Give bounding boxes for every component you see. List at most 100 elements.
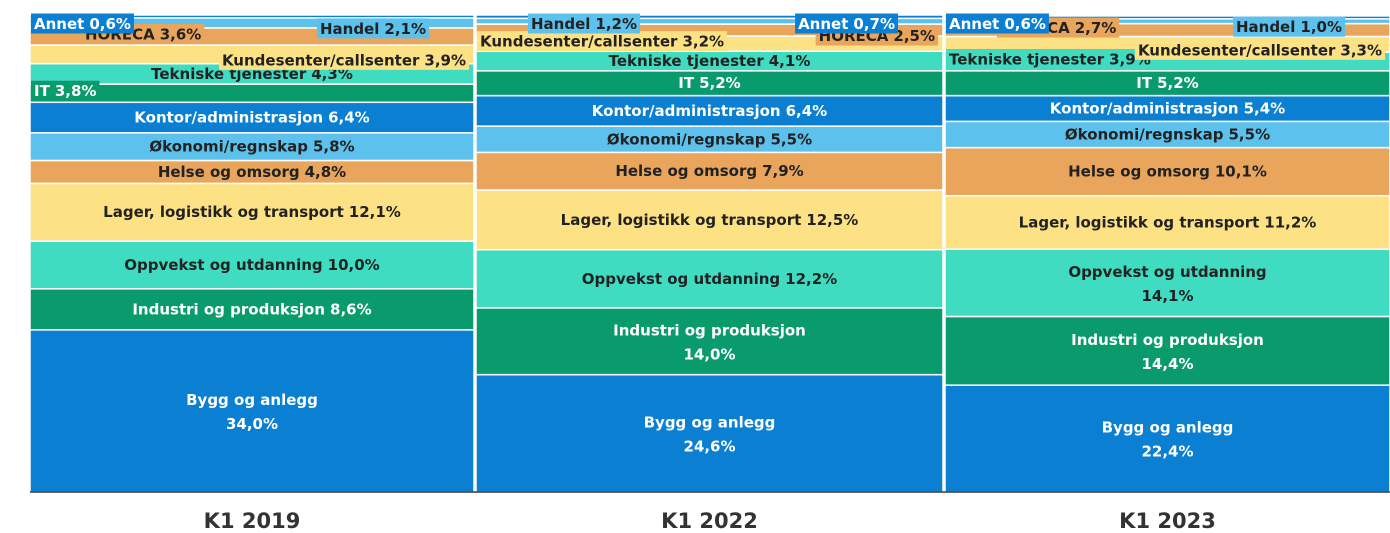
bar-segment: [475, 189, 944, 251]
segment-value: 7,9%: [762, 162, 804, 180]
segment-label: Tekniske tjenester 4,1%: [609, 52, 811, 70]
segment-value: 12,2%: [785, 269, 837, 287]
segment-name: Tekniske tjenester: [609, 52, 765, 70]
segment-name: Helse og omsorg: [615, 162, 757, 180]
label-background: [1232, 16, 1345, 37]
segment-label: Kundesenter/callsenter 3,2%: [480, 32, 724, 50]
segment-name: Handel: [320, 19, 379, 37]
segment-name: Oppvekst og utdanning: [124, 255, 322, 273]
segment-label: Oppvekst og utdanning 10,0%: [124, 255, 379, 273]
label-background: [477, 31, 728, 52]
segment-label: Kontor/administrasjon 6,4%: [134, 108, 369, 126]
segment-name: Lager, logistikk og transport: [561, 210, 802, 228]
segment-value: 5,5%: [1229, 125, 1271, 143]
segment-name: Kontor/administrasjon: [134, 108, 323, 126]
segment-value: 3,2%: [682, 32, 724, 50]
segment-value: 10,1%: [1215, 162, 1267, 180]
bar-segment: [29, 329, 475, 493]
segment-label: Annet 0,6%: [949, 15, 1046, 33]
segment-value: 6,4%: [786, 101, 828, 119]
segment-name: Industri og produksjon: [1071, 330, 1264, 348]
x-tick-label: K1 2019: [204, 509, 301, 533]
segment-value: 1,2%: [595, 15, 637, 33]
segment-name: Annet: [949, 15, 999, 33]
segment-value: 5,4%: [1244, 99, 1286, 117]
x-tick-label: K1 2022: [661, 509, 758, 533]
segment-value: 4,8%: [305, 162, 347, 180]
segment-value: 3,8%: [55, 82, 97, 100]
bar-segment: [944, 94, 1390, 123]
segment-value: 0,6%: [1004, 15, 1046, 33]
segment-value: 5,8%: [313, 137, 355, 155]
segment-name: Annet: [798, 15, 848, 33]
label-background: [31, 80, 100, 101]
segment-label: Bygg og anlegg 34,0%: [186, 390, 318, 432]
segment-value: 8,6%: [330, 300, 372, 318]
label-background: [31, 13, 134, 34]
segment-value: 3,9%: [424, 51, 466, 69]
segment-value: 34,0%: [226, 414, 278, 432]
label-background: [316, 18, 429, 39]
segment-value: 2,7%: [1075, 19, 1117, 37]
segment-name: Handel: [1236, 18, 1295, 36]
segment-label: Bygg og anlegg 22,4%: [1102, 418, 1234, 460]
segment-label: IT 5,2%: [1136, 74, 1198, 92]
bar-segment: [475, 125, 944, 154]
bar-segment: [475, 14, 944, 20]
bar-segment: [944, 248, 1390, 318]
segment-value: 4,1%: [769, 52, 811, 70]
segment-name: Kundesenter/callsenter: [1138, 41, 1336, 59]
segment-name: Kundesenter/callsenter: [222, 51, 420, 69]
segment-value: 5,2%: [1157, 74, 1199, 92]
segment-name: Bygg og anlegg: [186, 390, 318, 408]
segment-value: 6,4%: [328, 108, 370, 126]
segment-name: Industri og produksjon: [132, 300, 325, 318]
segment-value: 14,4%: [1141, 354, 1193, 372]
bar-segment: [29, 182, 475, 242]
bar-segment: [475, 373, 944, 493]
segment-label: Lager, logistikk og transport 11,2%: [1019, 213, 1317, 231]
segment-name: Helse og omsorg: [158, 162, 300, 180]
segment-label: Kontor/administrasjon 5,4%: [1050, 99, 1285, 117]
label-background: [795, 13, 898, 34]
bar-segment: [29, 101, 475, 134]
segment-value: 14,1%: [1141, 286, 1193, 304]
segment-label: Handel 2,1%: [320, 19, 426, 37]
segment-label: Industri og produksjon 14,0%: [613, 321, 806, 363]
segment-label: Handel 1,2%: [531, 15, 637, 33]
labels: Bygg og anlegg 34,0% Industri og produksjo…: [31, 13, 1385, 460]
bar-segment: [475, 307, 944, 376]
segment-label: Annet 0,6%: [34, 15, 131, 33]
segment-label: Økonomi/regnskap 5,8%: [149, 137, 354, 155]
segment-value: 3,3%: [1340, 41, 1382, 59]
segment-name: Økonomi/regnskap: [607, 130, 766, 148]
segment-label: Handel 1,0%: [1236, 18, 1342, 36]
label-background: [1134, 39, 1385, 60]
bar-segment: [944, 195, 1390, 250]
bar-segment: [475, 151, 944, 191]
segment-name: IT: [34, 82, 51, 100]
segment-name: Tekniske tjenester: [949, 50, 1105, 68]
segment-name: Kontor/administrasjon: [1050, 99, 1239, 117]
segment-value: 22,4%: [1141, 442, 1193, 460]
segment-value: 14,0%: [683, 345, 735, 363]
segment-label: Oppvekst og utdanning 14,1%: [1068, 262, 1266, 304]
segment-name: Oppvekst og utdanning: [582, 269, 780, 287]
segment-label: Økonomi/regnskap 5,5%: [1065, 125, 1270, 143]
segment-label: Lager, logistikk og transport 12,5%: [561, 210, 859, 228]
segment-label: Helse og omsorg 4,8%: [158, 162, 346, 180]
bar-segment: [475, 94, 944, 127]
segment-name: Lager, logistikk og transport: [1019, 213, 1260, 231]
segment-label: Helse og omsorg 10,1%: [1068, 162, 1267, 180]
segment-name: Lager, logistikk og transport: [103, 203, 344, 221]
segment-value: 5,2%: [699, 74, 741, 92]
segment-label: Oppvekst og utdanning 12,2%: [582, 269, 837, 287]
segment-name: Helse og omsorg: [1068, 162, 1210, 180]
segment-label: Bygg og anlegg 24,6%: [644, 413, 776, 455]
segment-label: Industri og produksjon 8,6%: [132, 300, 371, 318]
segment-value: 12,5%: [806, 210, 858, 228]
segment-label: IT 3,8%: [34, 82, 96, 100]
label-background: [946, 13, 1049, 34]
segment-label: Kundesenter/callsenter 3,9%: [222, 51, 466, 69]
